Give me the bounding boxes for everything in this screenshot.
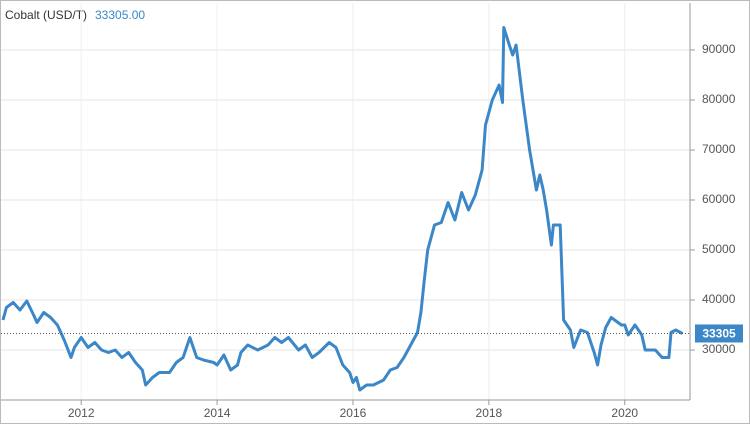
- y-tick-label: 60000: [702, 192, 736, 206]
- x-tick-label: 2020: [611, 406, 638, 420]
- y-tick-label: 80000: [702, 92, 736, 106]
- y-tick-label: 30000: [702, 342, 736, 356]
- current-tag: [695, 324, 743, 343]
- y-tick-label: 70000: [702, 142, 736, 156]
- price-line: [1, 26, 684, 392]
- y-tick-label: 50000: [702, 242, 736, 256]
- x-tick-label: 2018: [476, 406, 503, 420]
- y-tick-label: 90000: [702, 42, 736, 56]
- x-tick-label: 2016: [340, 406, 367, 420]
- chart-title: Cobalt (USD/T): [5, 8, 87, 22]
- current-price: 33305.00: [95, 8, 145, 22]
- y-tick-label: 40000: [702, 292, 736, 306]
- x-tick-label: 2012: [68, 406, 95, 420]
- x-tick-label: 2014: [204, 406, 231, 420]
- current-tag-label: 33305: [702, 327, 736, 341]
